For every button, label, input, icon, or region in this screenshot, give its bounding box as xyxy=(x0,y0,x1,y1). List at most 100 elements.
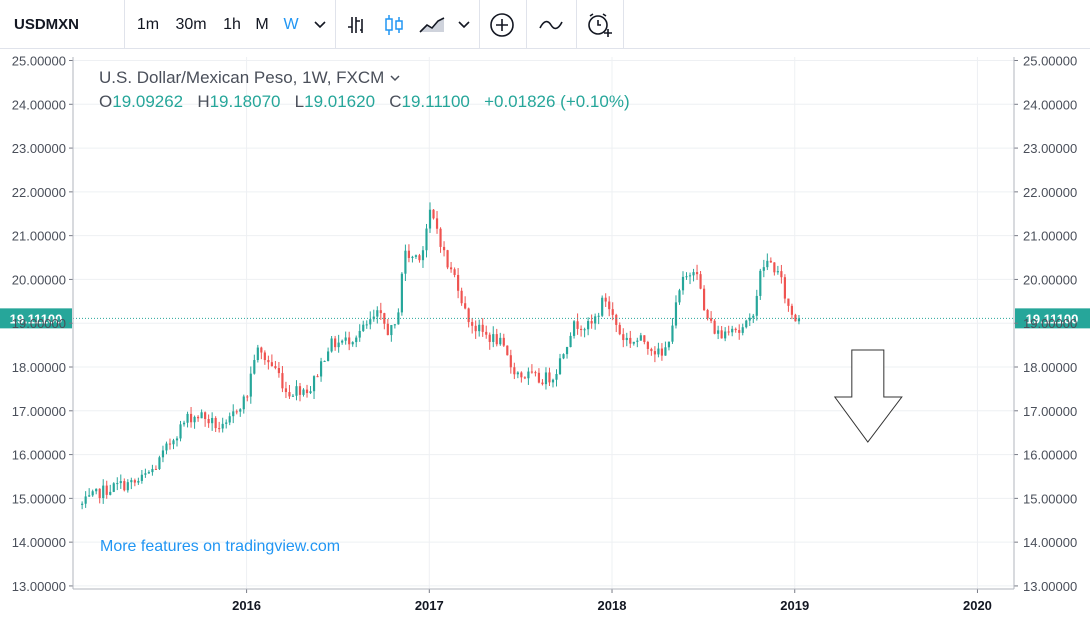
interval-30m-button[interactable]: 30m xyxy=(175,15,207,33)
candle-down xyxy=(618,324,621,335)
candle-up xyxy=(657,348,660,355)
candle-up xyxy=(221,423,224,429)
interval-week-button[interactable]: W xyxy=(283,15,299,33)
y-tick-label-left: 16.00000 xyxy=(12,448,66,463)
high-label: H xyxy=(197,92,210,111)
candle-up xyxy=(239,409,242,412)
candle-down xyxy=(650,348,653,352)
candle-up xyxy=(499,337,502,345)
legend-title-row[interactable]: U.S. Dollar/Mexican Peso, 1W, FXCM xyxy=(99,66,630,90)
candle-up xyxy=(569,335,572,348)
candle-up xyxy=(572,321,576,336)
candle-down xyxy=(267,360,270,363)
y-tick-label-left: 20.00000 xyxy=(12,272,66,287)
candle-down xyxy=(274,366,277,369)
candle-style-button[interactable] xyxy=(376,0,412,49)
candle-down xyxy=(783,277,786,299)
close-label: C xyxy=(389,92,402,111)
y-tick-label-left: 24.00000 xyxy=(12,97,66,112)
candle-down xyxy=(105,485,108,495)
candle-down xyxy=(615,314,618,325)
y-tick-label-right: 25.00000 xyxy=(1023,54,1077,69)
chart-style-dropdown-button[interactable] xyxy=(452,0,476,49)
candle-down xyxy=(284,388,288,393)
candle-up xyxy=(639,335,642,341)
candle-up xyxy=(752,315,755,318)
bar-style-button[interactable] xyxy=(338,0,374,49)
alert-button[interactable] xyxy=(580,0,620,49)
toolbar-divider xyxy=(335,0,336,49)
compare-button[interactable] xyxy=(482,0,522,49)
chart-overlay: 19.11100 19.11100 xyxy=(0,308,1090,443)
candle-down xyxy=(168,443,172,445)
candle-down xyxy=(435,218,439,229)
candle-down xyxy=(769,260,772,263)
candle-up xyxy=(175,438,179,441)
y-tick-label-right: 19.00000 xyxy=(1023,316,1077,331)
candle-up xyxy=(411,256,414,258)
candle-down xyxy=(334,338,337,348)
price-chart[interactable]: 19.11100 19.11100 13.00000 13.00000 14.0000… xyxy=(0,49,1090,625)
candle-up xyxy=(200,412,203,419)
interval-month-button[interactable]: M xyxy=(255,15,269,33)
chart-container[interactable]: 19.11100 19.11100 13.00000 13.00000 14.0000… xyxy=(0,49,1090,625)
candle-down xyxy=(442,246,446,251)
candle-down xyxy=(457,274,460,291)
chart-grid xyxy=(73,57,1014,589)
candle-down xyxy=(590,321,593,324)
candle-up xyxy=(685,276,688,278)
y-tick-label-right: 13.00000 xyxy=(1023,579,1077,594)
candle-up xyxy=(186,413,189,423)
candle-up xyxy=(172,440,175,445)
area-style-button[interactable] xyxy=(414,0,450,49)
y-tick-label-left: 23.00000 xyxy=(12,141,66,156)
low-value: 19.01620 xyxy=(304,92,376,111)
candle-up xyxy=(358,330,361,338)
candle-up xyxy=(369,319,372,325)
candle-up xyxy=(762,267,765,271)
candle-up xyxy=(636,340,639,342)
y-tick-label-right: 15.00000 xyxy=(1023,491,1077,506)
x-tick-label: 2018 xyxy=(598,598,627,613)
candle-up xyxy=(161,450,165,458)
candle-up xyxy=(492,334,495,342)
symbol-search-button[interactable]: USDMXN xyxy=(0,0,124,49)
y-tick-label-left: 21.00000 xyxy=(12,229,66,244)
toolbar-divider xyxy=(479,0,480,49)
candle-up xyxy=(147,472,150,474)
candle-up xyxy=(319,361,323,377)
y-tick-label-right: 24.00000 xyxy=(1023,97,1077,112)
candle-down xyxy=(604,297,607,302)
candle-up xyxy=(755,295,758,316)
candle-down xyxy=(643,335,646,343)
candle-down xyxy=(133,480,136,483)
toolbar-divider xyxy=(576,0,577,49)
interval-1h-button[interactable]: 1h xyxy=(223,15,241,33)
price-label-left-bg xyxy=(0,308,72,329)
candle-down xyxy=(432,209,435,219)
candle-up xyxy=(179,424,182,439)
candle-down xyxy=(281,373,284,389)
interval-1m-button[interactable]: 1m xyxy=(136,15,160,33)
candle-down xyxy=(720,330,723,339)
candle-up xyxy=(228,416,231,423)
candle-up xyxy=(344,337,347,341)
x-tick-label: 2016 xyxy=(232,598,261,613)
candle-up xyxy=(376,310,379,317)
candle-down xyxy=(629,337,632,344)
candle-down xyxy=(98,488,101,499)
candle-down xyxy=(541,382,544,385)
interval-dropdown-button[interactable] xyxy=(306,0,334,49)
candle-down xyxy=(474,325,477,332)
candle-down xyxy=(467,308,470,323)
y-tick-label-left: 17.00000 xyxy=(12,404,66,419)
candle-up xyxy=(748,317,751,321)
indicators-button[interactable] xyxy=(530,0,572,49)
candle-series xyxy=(81,202,801,510)
candle-up xyxy=(295,386,298,396)
tradingview-link[interactable]: More features on tradingview.com xyxy=(100,538,341,555)
chevron-down-icon xyxy=(390,74,400,81)
candle-up xyxy=(225,422,228,424)
y-tick-label-right: 18.00000 xyxy=(1023,360,1077,375)
candle-down xyxy=(488,334,491,342)
